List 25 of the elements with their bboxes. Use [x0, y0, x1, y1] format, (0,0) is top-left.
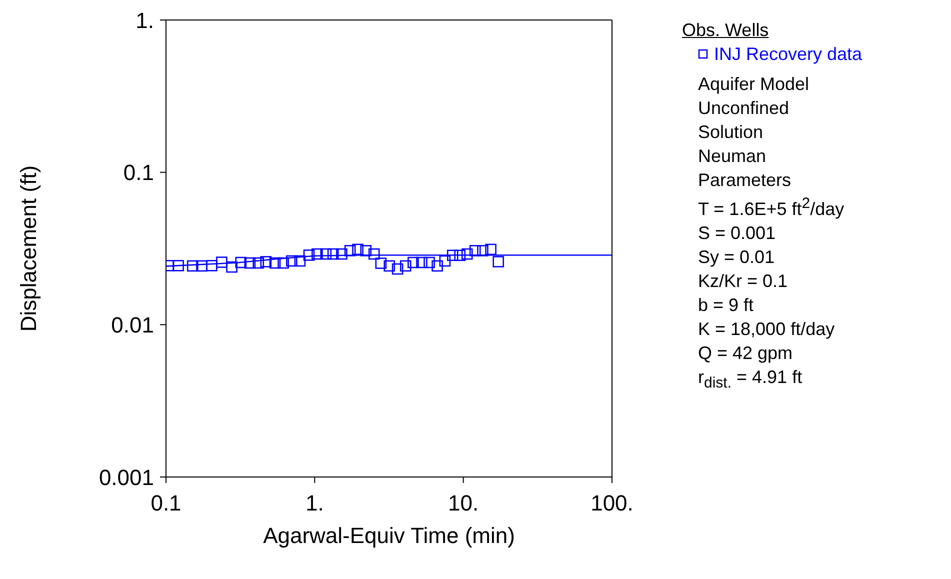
x-tick-label: 10. — [448, 490, 479, 516]
x-axis-title: Agarwal-Equiv Time (min) — [263, 523, 515, 548]
text: r$_{dist.}$ = 4.91 ft — [698, 367, 802, 392]
y-tick-label: 0.01 — [111, 312, 154, 338]
text: T = 1.6E+5 ft$^{2}$/day — [698, 195, 844, 219]
text: Unconfined — [698, 98, 790, 118]
text: Aquifer Model — [698, 74, 810, 94]
y-tick-label: 0.1 — [123, 160, 154, 186]
y-axis-title: Displacement (ft) — [16, 165, 41, 332]
legend-label: INJ Recovery data — [714, 43, 862, 66]
text: Kz/Kr = 0.1 — [698, 271, 788, 291]
text: Parameters — [698, 170, 792, 190]
text: Sy = 0.01 — [698, 247, 775, 267]
text: Q = 42 gpm — [698, 343, 793, 363]
y-tick-label: 1. — [136, 8, 154, 33]
x-tick-label: 100. — [590, 490, 634, 516]
y-tick-label: 0.001 — [98, 464, 154, 490]
text: Solution — [698, 122, 764, 142]
legend-title: Obs. Wells — [682, 20, 769, 40]
x-tick-label: 0.1 — [150, 490, 182, 516]
text: b = 9 ft — [698, 295, 754, 315]
text: S = 0.001 — [698, 223, 776, 243]
text: Neuman — [698, 146, 766, 166]
x-tick-label: 1. — [305, 490, 324, 516]
text: K = 18,000 ft/day — [698, 319, 835, 339]
